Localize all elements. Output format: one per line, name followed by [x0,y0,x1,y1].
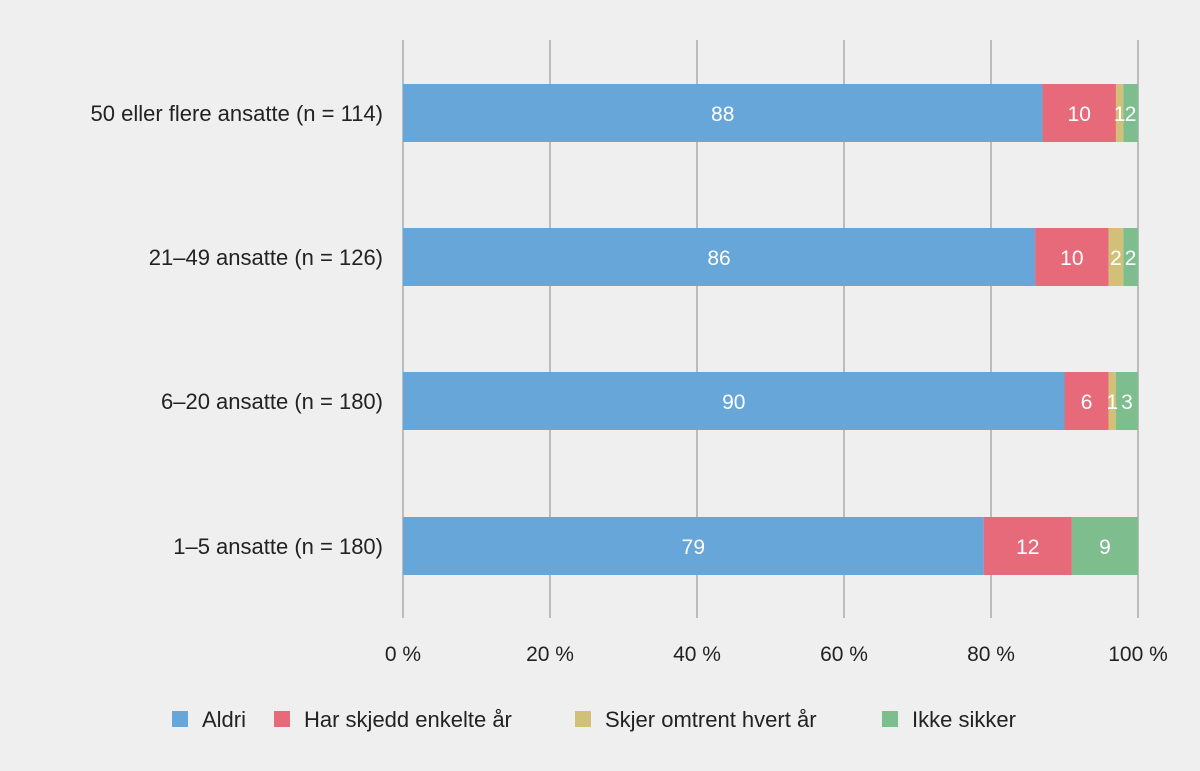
x-tick-label: 60 % [820,643,868,666]
bar-segment [1123,228,1138,286]
x-tick-label: 80 % [967,643,1015,666]
x-tick-label: 40 % [673,643,721,666]
bar-segment [1115,372,1138,430]
data-label: 10 [1060,247,1083,270]
bar-segment [983,517,1072,575]
value-labels: 88 10 1 286 10 2 290 6 1 379 12 9 [682,103,1137,559]
data-label: 9 [1099,536,1111,559]
legend-label: Aldri [202,707,246,732]
legend: Aldri Har skjedd enkelte år Skjer omtrent … [172,707,1016,732]
legend-label: Ikke sikker [912,707,1016,732]
bar-segment [403,517,984,575]
data-label: 1 [1114,103,1126,126]
bar-segment [1108,372,1116,430]
data-label: 1 [1106,391,1118,414]
bar-segment [1071,517,1138,575]
x-axis-ticks: 0 % 20 % 40 % 60 % 80 % 100 % [385,643,1168,666]
data-label: 12 [1016,536,1039,559]
bar-segment [403,372,1065,430]
legend-swatch [882,711,898,727]
bar-segment [1042,84,1116,142]
x-tick-label: 0 % [385,643,421,666]
bar-segment [1108,228,1124,286]
legend-swatch [274,711,290,727]
bar-segment [403,84,1043,142]
data-label: 86 [707,247,730,270]
data-label: 79 [682,536,705,559]
bar-segment [1035,228,1109,286]
data-label: 2 [1110,247,1122,270]
x-tick-label: 20 % [526,643,574,666]
data-label: 3 [1121,391,1133,414]
bar-segment [403,228,1036,286]
category-label: 1–5 ansatte (n = 180) [173,534,383,559]
legend-swatch [172,711,188,727]
legend-label: Skjer omtrent hvert år [605,707,817,732]
data-label: 2 [1125,103,1137,126]
category-label: 6–20 ansatte (n = 180) [161,389,383,414]
bar-segment [1115,84,1124,142]
bars [403,84,1138,575]
data-label: 90 [722,391,745,414]
legend-label: Har skjedd enkelte år [304,707,512,732]
category-label: 50 eller flere ansatte (n = 114) [91,101,384,126]
legend-swatch [575,711,591,727]
data-label: 10 [1068,103,1091,126]
data-label: 2 [1125,247,1137,270]
x-tick-label: 100 % [1108,643,1168,666]
data-label: 88 [711,103,734,126]
category-labels: 50 eller flere ansatte (n = 114) 21–49 an… [91,101,384,559]
bar-segment [1064,372,1109,430]
category-label: 21–49 ansatte (n = 126) [149,245,383,270]
bar-segment [1123,84,1138,142]
data-label: 6 [1081,391,1093,414]
